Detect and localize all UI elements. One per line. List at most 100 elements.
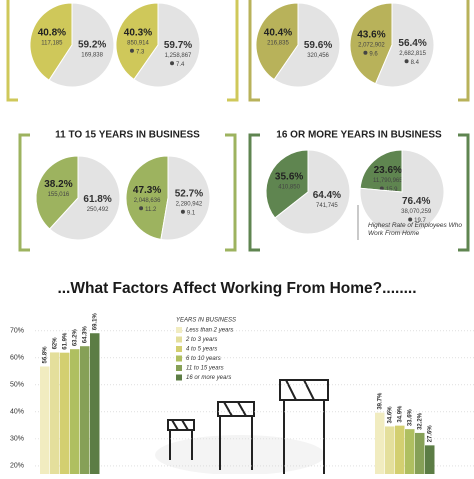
bracket	[458, 0, 470, 102]
slice-count: 2,280,942	[176, 201, 203, 207]
value-label: 27.6%	[427, 425, 433, 443]
legend-label: 6 to 10 years	[186, 356, 221, 362]
pie-slice	[48, 155, 121, 241]
bracket	[248, 0, 260, 102]
slice-avg: 9.1	[187, 210, 196, 216]
y-tick-label: 50%	[10, 382, 24, 389]
value-label: 64.3%	[82, 326, 88, 344]
y-tick-label: 20%	[10, 463, 24, 470]
slice-avg: 9.6	[369, 51, 378, 57]
bracket	[248, 133, 260, 252]
legend-label: 4 to 5 years	[186, 347, 217, 353]
pie-slice	[349, 2, 393, 85]
pie-slice	[359, 149, 445, 235]
slice-percent: 23.6%	[374, 165, 402, 176]
y-tick-label: 70%	[10, 328, 24, 335]
slice-percent: 38.2%	[44, 179, 72, 190]
pie-slice	[374, 2, 435, 88]
bar	[375, 412, 385, 474]
bar	[50, 352, 60, 474]
chart-title: ...What Factors Affect Working From Home…	[57, 280, 416, 297]
value-label: 34.6%	[387, 406, 393, 424]
slice-count: 155,016	[48, 192, 70, 198]
slice-count: 850,914	[127, 40, 149, 46]
bar	[415, 432, 425, 474]
pie-slice	[48, 2, 115, 88]
slice-count: 169,838	[81, 53, 103, 59]
bracket	[227, 0, 239, 102]
slice-avg: 7.4	[176, 62, 185, 68]
legend-swatch	[176, 374, 182, 381]
person-icon	[180, 209, 185, 214]
pie-slice	[265, 149, 309, 219]
slice-percent: 40.3%	[124, 27, 152, 38]
value-label: 32.2%	[417, 412, 423, 430]
panel-title: 11 TO 15 YEARS IN BUSINESS	[55, 130, 200, 141]
legend-label: 11 to 15 years	[186, 366, 224, 372]
slice-percent: 64.4%	[313, 190, 341, 201]
legend-title: YEARS IN BUSINESS	[176, 318, 236, 324]
bar	[385, 426, 395, 474]
annotation: Highest Rate of Employees Who Work From …	[368, 222, 462, 237]
pie-slice	[35, 155, 79, 230]
slice-percent: 59.7%	[164, 40, 192, 51]
slice-percent: 52.7%	[175, 188, 203, 199]
slice-percent: 43.6%	[357, 29, 385, 40]
slice-avg: 15.9	[386, 187, 398, 193]
bar	[395, 425, 405, 474]
bracket	[18, 133, 30, 252]
pie-slice	[274, 149, 351, 235]
legend-label: Less than 2 years	[186, 328, 233, 334]
person-icon	[404, 59, 409, 64]
slice-percent: 35.6%	[275, 171, 303, 182]
bar	[80, 346, 90, 474]
pie-slice	[160, 155, 211, 241]
legend-swatch	[176, 346, 182, 352]
pie-slice	[133, 2, 201, 88]
slice-percent: 56.4%	[398, 38, 426, 49]
bar	[90, 333, 100, 474]
person-icon	[139, 206, 144, 211]
slice-count: 741,745	[316, 203, 338, 209]
value-label: 33.6%	[407, 408, 413, 426]
legend-swatch	[176, 327, 182, 333]
slice-count: 2,048,636	[134, 198, 161, 204]
annotation-box: Highest Rate of Employees Who Work From …	[368, 222, 462, 237]
bracket	[225, 133, 237, 252]
slice-count: 250,492	[87, 207, 109, 213]
pie-slice	[255, 2, 299, 81]
slice-count: 38,070,259	[401, 209, 432, 215]
value-label: 69.1%	[92, 313, 98, 331]
slice-percent: 76.4%	[402, 196, 430, 207]
hurdles	[155, 379, 329, 475]
bar	[40, 366, 50, 474]
slice-count: 11,790,965	[373, 178, 403, 184]
legend-label: 16 or more years	[186, 375, 231, 381]
bar	[425, 445, 435, 474]
slice-avg: 8.4	[411, 60, 420, 66]
slice-avg: 11.2	[145, 207, 157, 213]
slice-count: 117,185	[41, 41, 63, 47]
slice-percent: 40.4%	[264, 27, 292, 38]
legend-label: 2 to 3 years	[185, 337, 217, 343]
slice-percent: 61.8%	[83, 194, 111, 205]
legend-swatch	[176, 365, 182, 371]
slice-count: 410,850	[278, 184, 300, 190]
pie-slice	[125, 155, 169, 240]
person-icon	[408, 217, 413, 222]
pie-slice	[273, 2, 341, 88]
value-label: 61.9%	[62, 332, 68, 350]
value-label: 56.8%	[42, 346, 48, 364]
y-tick-label: 40%	[10, 409, 24, 416]
person-icon	[129, 48, 134, 53]
bar	[405, 429, 415, 474]
slice-count: 1,258,867	[165, 53, 192, 59]
legend-swatch	[176, 355, 182, 362]
value-label: 62%	[52, 337, 58, 350]
value-label: 34.9%	[397, 405, 403, 423]
y-tick-label: 30%	[10, 436, 24, 443]
value-label: 63.2%	[72, 329, 78, 347]
slice-percent: 59.6%	[304, 40, 332, 51]
panel-title: 16 OR MORE YEARS IN BUSINESS	[276, 130, 442, 141]
person-icon	[363, 50, 368, 55]
